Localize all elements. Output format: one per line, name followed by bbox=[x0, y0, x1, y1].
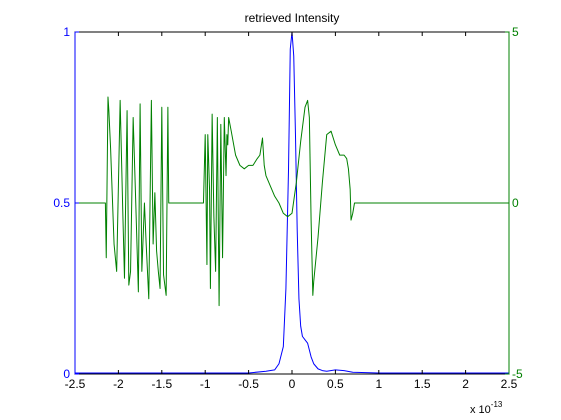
series-line-phase bbox=[75, 96, 509, 307]
x-tick-label: -0.5 bbox=[238, 377, 259, 391]
x-tick-label: 2.5 bbox=[501, 377, 518, 391]
y-left-tick-label: 1 bbox=[63, 25, 70, 39]
x-tick-label: 1 bbox=[375, 377, 382, 391]
y-right-tick-label: 0 bbox=[512, 196, 519, 210]
y-right-tick-label: 5 bbox=[512, 25, 519, 39]
x-tick-label: 1.5 bbox=[414, 377, 431, 391]
x-tick-label: -2.5 bbox=[65, 377, 86, 391]
chart-title: retrieved Intensity bbox=[245, 11, 340, 25]
x-tick-label: 0.5 bbox=[327, 377, 344, 391]
y-left-tick-label: 0 bbox=[63, 367, 70, 381]
x-exponent-label: x 10-13 bbox=[470, 400, 503, 416]
x-tick-label: 2 bbox=[462, 377, 469, 391]
series-layer bbox=[75, 31, 509, 374]
x-tick-label: 0 bbox=[289, 377, 296, 391]
x-tick-label: -1.5 bbox=[151, 377, 172, 391]
x-tick-label: -2 bbox=[113, 377, 124, 391]
y-left-tick-label: 0.5 bbox=[53, 196, 70, 210]
axis-layer: -2.5 -2 -1.5 -1 -0.5 0 0.5 1 1.5 2 2.5 0 0.5 1 -5 0 5 bbox=[53, 25, 523, 391]
series-line-intensity bbox=[75, 31, 509, 374]
x-tick-label: -1 bbox=[200, 377, 211, 391]
x-exponent-power: -13 bbox=[491, 400, 503, 409]
y-right-tick-label: -5 bbox=[512, 367, 523, 381]
